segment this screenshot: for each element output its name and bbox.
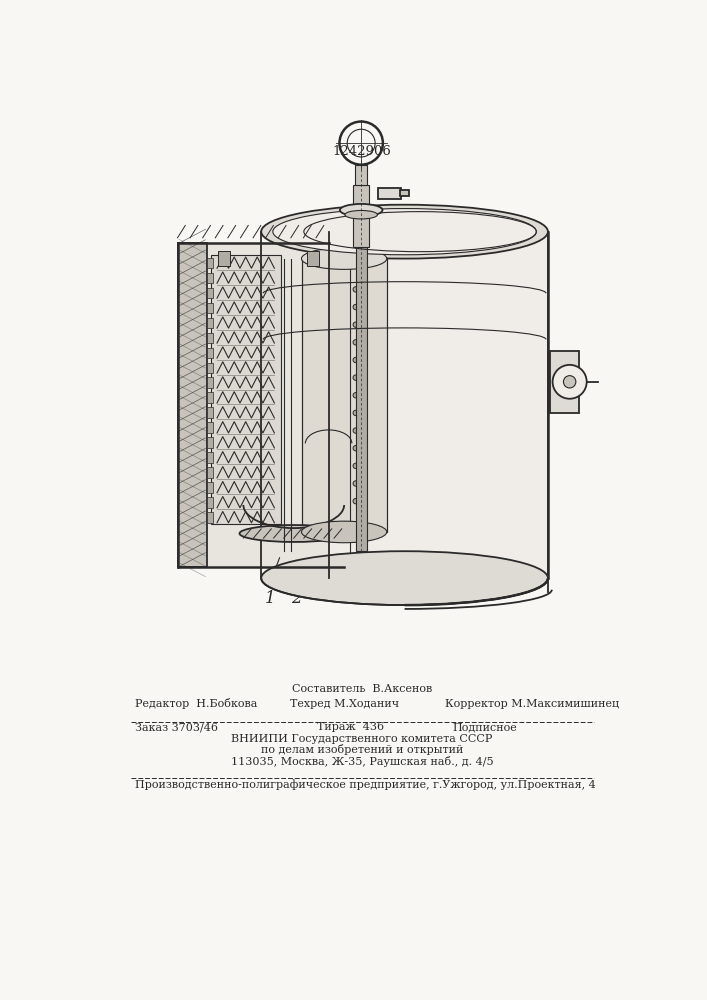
Circle shape [353,463,358,469]
Bar [211,255,281,524]
Ellipse shape [273,209,537,255]
Bar [207,482,213,493]
Bar [549,351,579,413]
Circle shape [353,340,358,345]
Bar [301,259,387,532]
Circle shape [353,481,358,486]
Bar [207,467,213,478]
Ellipse shape [240,525,348,542]
Text: 113035, Москва, Ж-35, Раушская наб., д. 4/5: 113035, Москва, Ж-35, Раушская наб., д. … [230,756,493,767]
Bar [356,189,367,551]
Text: Корректор М.Максимишинец: Корректор М.Максимишинец [445,699,619,709]
Circle shape [353,375,358,380]
Bar [354,185,369,247]
Bar [207,392,213,403]
Ellipse shape [345,210,378,219]
Circle shape [353,410,358,416]
Circle shape [353,287,358,292]
Bar [207,407,213,418]
Bar [207,348,213,358]
Text: Техред М.Ходанич: Техред М.Ходанич [290,699,399,709]
Bar [207,333,213,343]
Text: ВНИИПИ Государственного комитета СССР: ВНИИПИ Государственного комитета СССР [231,734,493,744]
Bar [400,190,409,196]
Circle shape [353,357,358,363]
Bar [207,377,213,388]
Bar [207,437,213,448]
Bar [207,288,213,298]
Text: Редактор  Н.Бобкова: Редактор Н.Бобкова [135,698,257,709]
Ellipse shape [261,551,548,605]
Bar [177,243,351,567]
Circle shape [353,428,358,433]
Circle shape [563,376,575,388]
Bar [307,251,320,266]
Bar [207,512,213,523]
Text: 2: 2 [291,590,301,607]
Text: Подписное: Подписное [452,722,518,732]
Circle shape [553,365,587,399]
Text: Производственно-полиграфическое предприятие, г.Ужгород, ул.Проектная, 4: Производственно-полиграфическое предприя… [135,779,595,790]
Bar [207,258,213,268]
Circle shape [353,322,358,327]
Bar [177,243,207,567]
Text: по делам изобретений и открытий: по делам изобретений и открытий [261,744,463,755]
Bar [207,273,213,283]
Circle shape [353,498,358,504]
Circle shape [353,393,358,398]
Ellipse shape [340,204,382,216]
Bar [207,363,213,373]
Text: Тираж  436: Тираж 436 [317,722,384,732]
Bar [355,165,368,185]
Text: Составитель  В.Аксенов: Составитель В.Аксенов [292,684,432,694]
Ellipse shape [301,248,387,269]
Bar [207,318,213,328]
Bar [218,251,230,266]
Bar [207,303,213,313]
Text: Заказ 3703/46: Заказ 3703/46 [135,722,218,732]
Text: 1242906: 1242906 [332,145,392,158]
Polygon shape [329,232,548,578]
Ellipse shape [301,521,387,543]
Bar [207,497,213,508]
Ellipse shape [261,205,548,259]
Circle shape [353,304,358,310]
Bar [378,188,402,199]
Text: 1: 1 [265,590,276,607]
Bar [207,452,213,463]
Bar [207,422,213,433]
Circle shape [353,446,358,451]
